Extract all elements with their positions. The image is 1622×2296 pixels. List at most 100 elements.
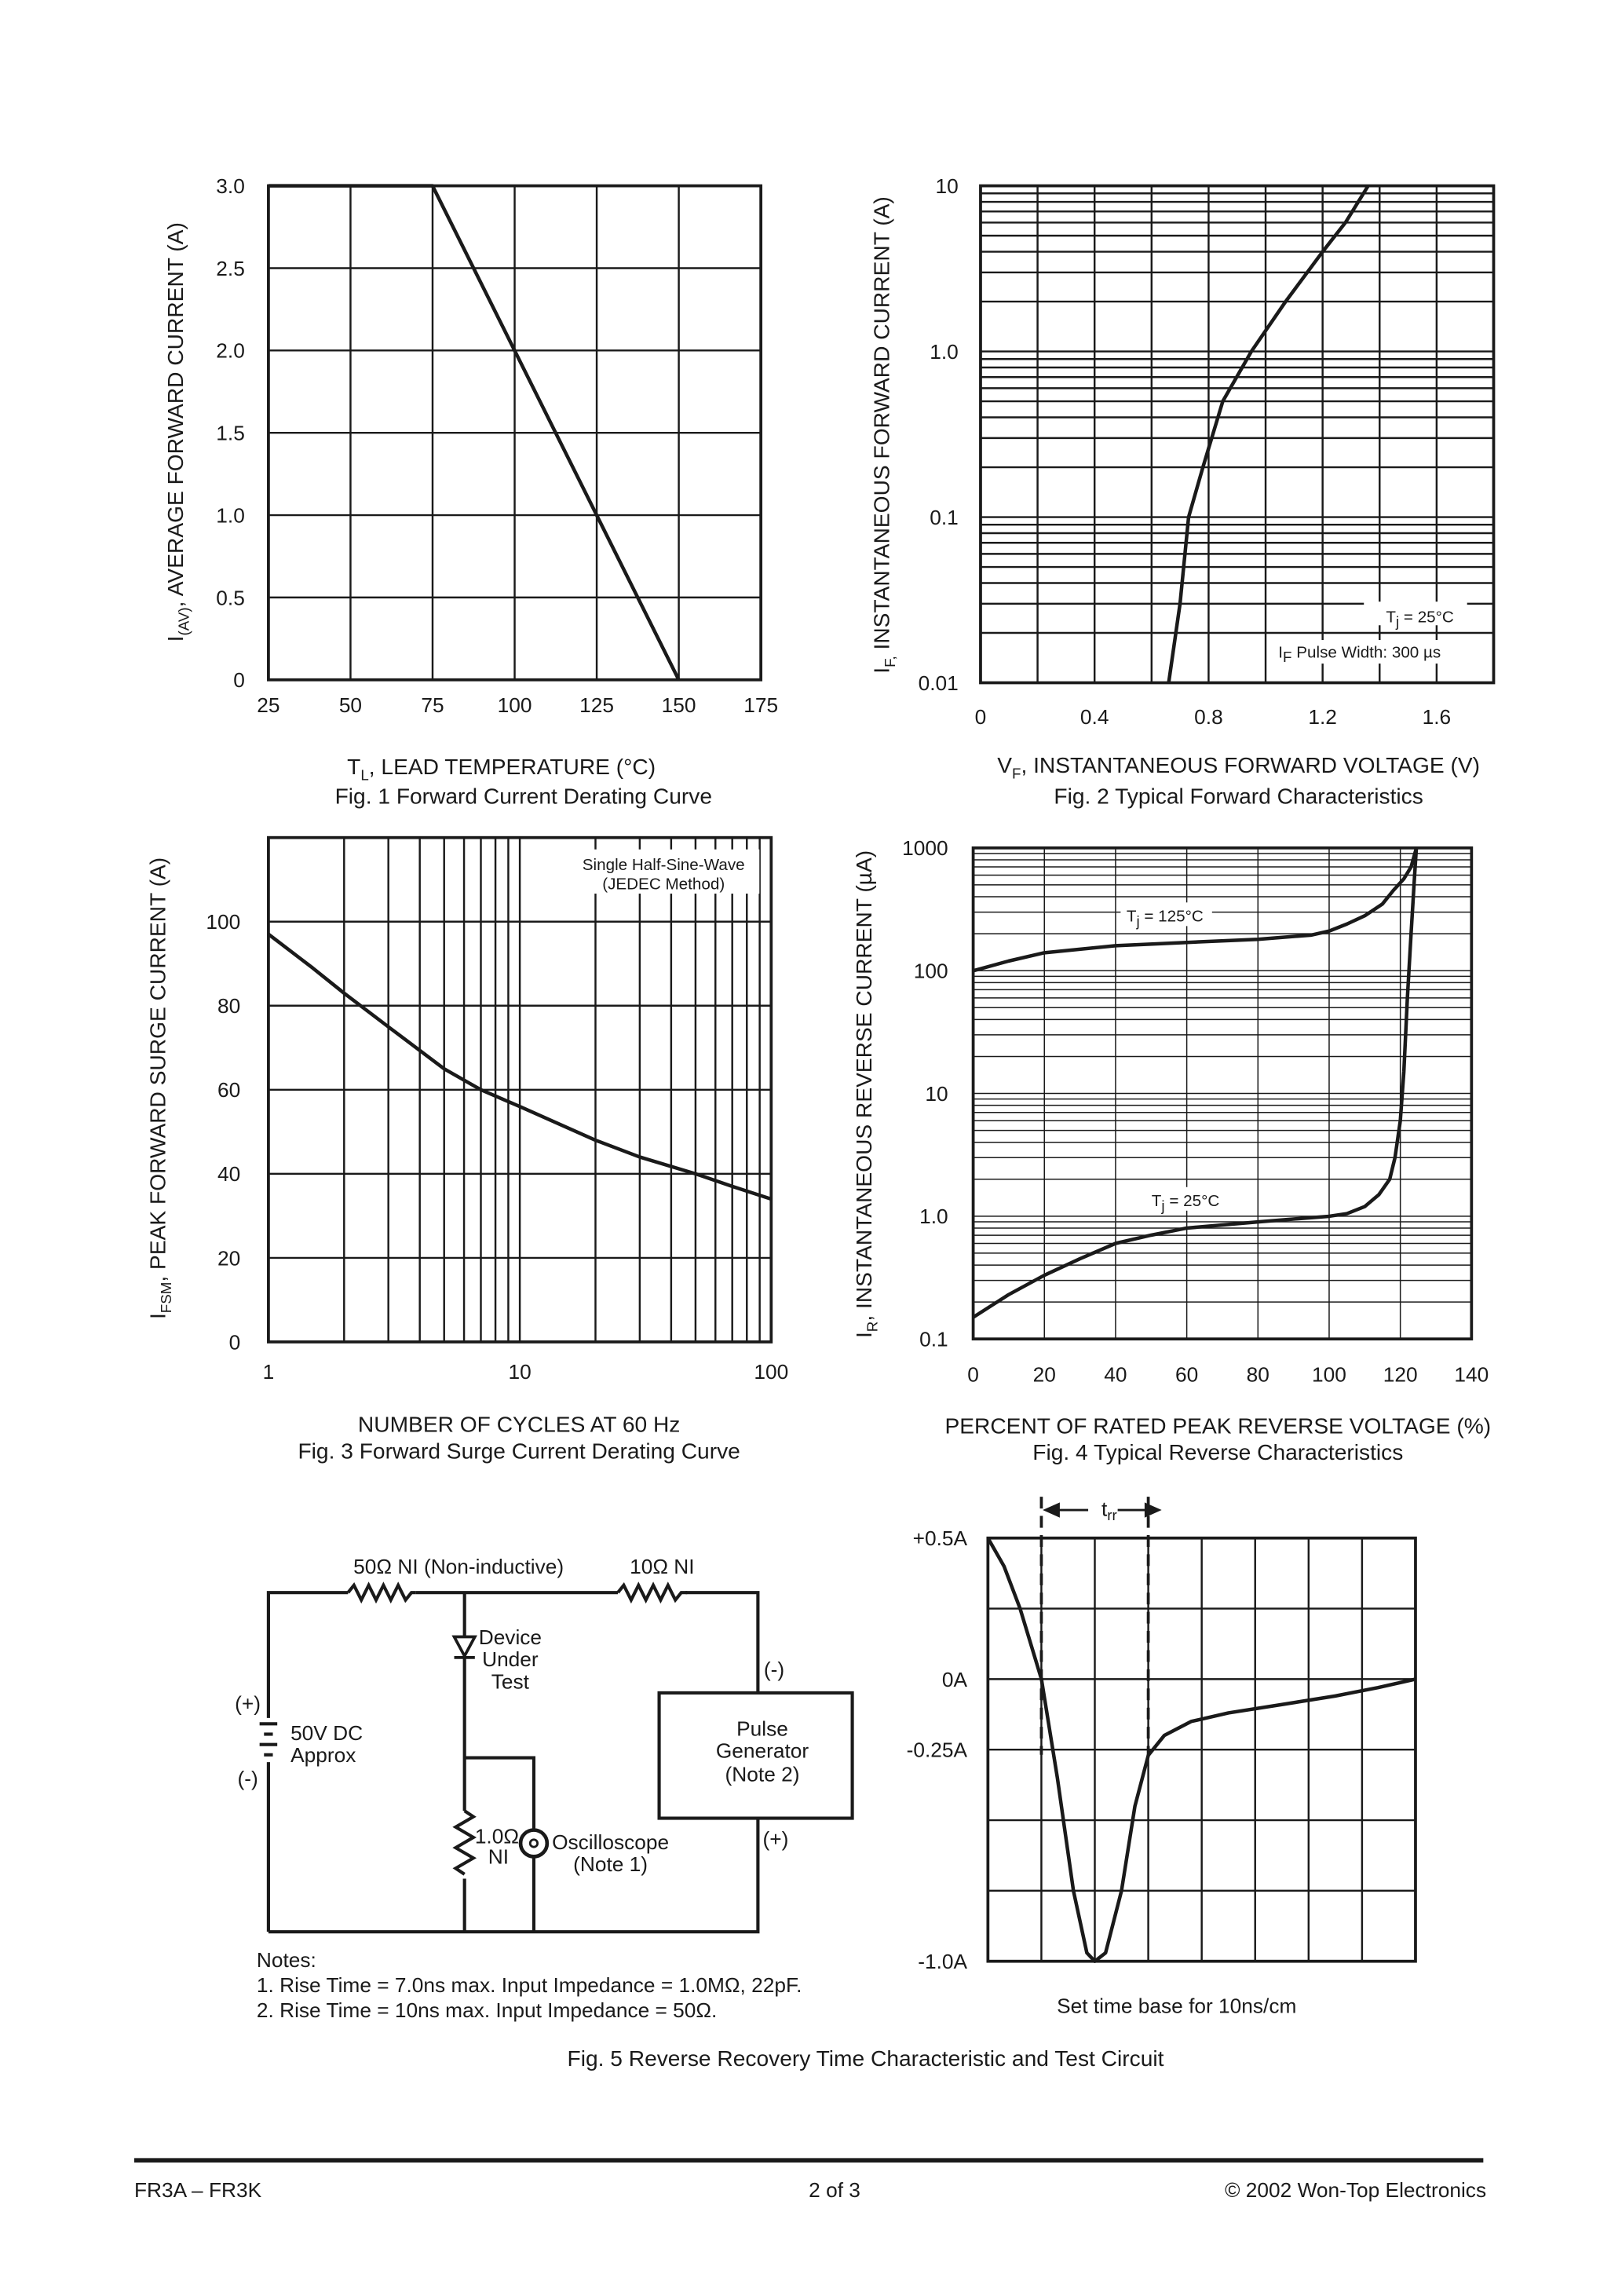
y-tick-label: 1.0 — [919, 1205, 948, 1228]
y-tick-label: 1.0 — [930, 340, 959, 364]
x-tick-label: 175 — [743, 693, 778, 717]
pulse-label-3: (Note 2) — [725, 1763, 800, 1786]
note-2: 2. Rise Time = 10ns max. Input Impedance… — [257, 1998, 717, 2022]
source-minus: (-) — [237, 1767, 258, 1790]
circuit-wires — [266, 1591, 760, 1934]
y-tick-label: 1.5 — [216, 422, 245, 445]
x-tick-label: 140 — [1454, 1363, 1489, 1387]
fig4-xlabel: PERCENT OF RATED PEAK REVERSE VOLTAGE (%… — [944, 1413, 1491, 1438]
x-tick-label: 20 — [1033, 1363, 1056, 1387]
diode-icon — [451, 1635, 477, 1659]
plot-frame — [979, 184, 1496, 685]
x-tick-label: 0.4 — [1080, 705, 1109, 729]
y-tick-label: 0.1 — [919, 1328, 948, 1351]
x-tick-label: 150 — [662, 693, 696, 717]
scope-label-1: Oscilloscope — [552, 1830, 669, 1854]
y-tick-label: -0.25A — [907, 1738, 968, 1762]
x-tick-label: 60 — [1175, 1363, 1198, 1387]
note-1: 1. Rise Time = 7.0ns max. Input Impedanc… — [257, 1973, 802, 1997]
source-label-2: Approx — [290, 1743, 356, 1767]
timebase-label: Set time base for 10ns/cm — [1057, 1994, 1296, 2017]
x-tick-label: 80 — [1247, 1363, 1269, 1387]
y-tick-label: 100 — [914, 960, 948, 983]
pulse-label-2: Generator — [716, 1739, 809, 1763]
x-tick-label: 100 — [754, 1360, 788, 1384]
fig2-xlabel: VF, INSTANTANEOUS FORWARD VOLTAGE (V) — [997, 753, 1480, 782]
x-tick-label: 0 — [967, 1363, 979, 1387]
fig4-label-25c: Tj = 25°C — [1152, 1192, 1220, 1214]
footer-part-number: FR3A – FR3K — [134, 2178, 262, 2202]
fig4-caption: Fig. 4 Typical Reverse Characteristics — [1032, 1440, 1403, 1464]
pulse-plus: (+) — [762, 1827, 788, 1851]
fig4-chart: 0 20 40 60 80 100 120 140 0.1 1.0 10 100 1000 — [902, 836, 1489, 1386]
series-line-0 — [267, 932, 772, 1201]
fig1-chart: 25 50 75 100 125 150 175 0 0.5 1.0 1.5 2.0 2.5 3.0 — [216, 174, 778, 717]
resistor-1-ohm-icon — [452, 1809, 477, 1876]
x-tick-label: 1 — [263, 1360, 275, 1384]
pulse-label-1: Pulse — [736, 1717, 788, 1740]
plot-frame — [267, 835, 773, 1344]
x-tick-label: 1.2 — [1308, 705, 1337, 729]
footer-copyright: © 2002 Won-Top Electronics — [1225, 2178, 1486, 2202]
x-tick-label: 0.8 — [1194, 705, 1223, 729]
fig4-ylabel: IR, INSTANTANEOUS REVERSE CURRENT (µA) — [852, 850, 881, 1338]
y-tick-label: 60 — [217, 1078, 240, 1102]
source-label-1: 50V DC — [290, 1721, 363, 1745]
test-circuit: 50Ω NI (Non-inductive) 10Ω NI Device Und… — [235, 1555, 854, 1934]
fig1-xlabel: TL, LEAD TEMPERATURE (°C) — [347, 755, 656, 784]
fig2-pulse-note: IF Pulse Width: 300 µs — [1278, 644, 1441, 666]
fig2-temp-note: Tj = 25°C — [1386, 609, 1454, 631]
pulse-generator-box — [657, 1691, 854, 1820]
resistor-10-ohm-icon — [616, 1581, 688, 1604]
y-tick-label: 100 — [206, 910, 240, 934]
y-tick-label: 0 — [233, 668, 245, 692]
fig2-ylabel: IF, INSTANTANEOUS FORWARD CURRENT (A) — [870, 196, 899, 673]
x-tick-label: 25 — [257, 693, 279, 717]
x-tick-label: 125 — [579, 693, 614, 717]
x-tick-label: 100 — [498, 693, 532, 717]
r3-label-1: 1.0Ω — [475, 1824, 519, 1848]
notes-heading: Notes: — [257, 1948, 316, 1972]
fig5-waveform-chart: +0.5A 0A -0.25A -1.0A — [907, 1497, 1417, 1973]
y-tick-label: 10 — [925, 1082, 948, 1106]
fig3-waveform-note: Single Half-Sine-Wave — [583, 856, 745, 874]
y-tick-label: 1.0 — [216, 503, 245, 527]
y-tick-label: 1000 — [902, 836, 948, 860]
x-tick-label: 50 — [339, 693, 362, 717]
fig3-method-note: (JEDEC Method) — [602, 875, 725, 893]
series-line-0 — [268, 184, 681, 681]
series-line-0 — [972, 847, 1419, 973]
y-tick-label: 0.1 — [930, 506, 959, 529]
x-tick-label: 0 — [975, 705, 987, 729]
x-tick-label: 1.6 — [1423, 705, 1452, 729]
y-tick-label: 0 — [229, 1330, 241, 1354]
x-tick-label: 40 — [1104, 1363, 1127, 1387]
y-tick-label: 3.0 — [216, 174, 245, 198]
dut-label-3: Test — [491, 1669, 530, 1693]
y-tick-label: 2.0 — [216, 339, 245, 363]
r3-label-2: NI — [488, 1845, 509, 1869]
fig1-caption: Fig. 1 Forward Current Derating Curve — [335, 784, 712, 808]
y-tick-label: 40 — [217, 1162, 240, 1186]
y-tick-label: 80 — [217, 994, 240, 1018]
fig1-ylabel: I(AV), AVERAGE FORWARD CURRENT (A) — [163, 222, 192, 642]
fig2-chart: 0 0.4 0.8 1.2 1.6 0.01 0.1 1.0 10 — [919, 174, 1496, 729]
oscilloscope-connector-icon — [518, 1828, 550, 1859]
scope-label-2: (Note 1) — [573, 1852, 648, 1876]
x-tick-label: 120 — [1383, 1363, 1418, 1387]
fig2-caption: Fig. 2 Typical Forward Characteristics — [1054, 784, 1423, 808]
trr-label: trr — [1101, 1497, 1117, 1524]
footer-page-number: 2 of 3 — [809, 2178, 860, 2202]
x-tick-label: 10 — [508, 1360, 531, 1384]
x-tick-label: 75 — [421, 693, 444, 717]
y-tick-label: 0.01 — [919, 671, 959, 695]
y-tick-label: 10 — [936, 174, 959, 198]
fig3-xlabel: NUMBER OF CYCLES AT 60 Hz — [358, 1413, 680, 1437]
y-tick-label: 0A — [942, 1668, 968, 1691]
y-tick-label: -1.0A — [918, 1950, 967, 1973]
fig3-ylabel: IFSM, PEAK FORWARD SURGE CURRENT (A) — [145, 857, 174, 1319]
battery-icon — [259, 1722, 278, 1757]
dut-label-1: Device — [479, 1625, 542, 1649]
series-line-0 — [1167, 185, 1370, 683]
series-line-1 — [972, 847, 1419, 1319]
